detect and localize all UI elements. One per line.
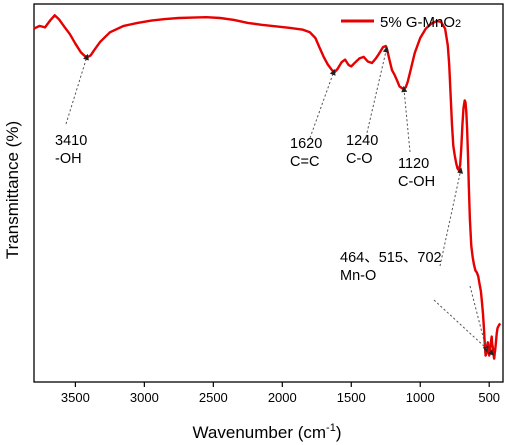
legend: 5% G-MnO2 bbox=[341, 14, 461, 31]
annotation-arrowhead bbox=[329, 69, 336, 76]
annotation-arrowhead bbox=[83, 53, 89, 61]
annotation-leader bbox=[469, 285, 488, 353]
x-tick-label: 2000 bbox=[268, 390, 297, 405]
annotation-arrowhead bbox=[401, 86, 408, 93]
x-axis-title: Wavenumber (cm-1) bbox=[193, 422, 342, 442]
annotations-layer: 3410 -OH 1620 C=C 1240 C-O 1120 C-OH 464、515、702… bbox=[55, 46, 495, 356]
x-ticks: 3500 3000 2500 2000 1500 1000 500 bbox=[61, 382, 500, 405]
annotation-label: 464、515、702 bbox=[340, 250, 442, 266]
x-tick-label: 3500 bbox=[61, 390, 90, 405]
plot-border bbox=[33, 3, 504, 383]
annotation-label: Mn-O bbox=[340, 268, 376, 284]
legend-label: 5% G-MnO2 bbox=[380, 14, 461, 31]
annotation-leader bbox=[309, 68, 336, 139]
x-axis-title-suffix: ) bbox=[336, 423, 342, 442]
annotation-leader bbox=[65, 53, 89, 125]
annotation-leader bbox=[403, 86, 411, 153]
annotation-leader bbox=[433, 299, 495, 356]
annotation-label: C=C bbox=[290, 154, 319, 170]
x-tick-label: 1500 bbox=[337, 390, 366, 405]
x-tick-label: 500 bbox=[478, 390, 500, 405]
annotation-leader bbox=[365, 46, 388, 138]
x-axis-title-main: Wavenumber (cm bbox=[193, 423, 327, 442]
annotation-label: C-OH bbox=[398, 174, 435, 190]
annotation-label: 1240 bbox=[346, 133, 378, 149]
annotation-label: C-O bbox=[346, 151, 373, 167]
annotation-label: -OH bbox=[55, 151, 82, 167]
series-line bbox=[33, 14, 502, 360]
x-tick-label: 3000 bbox=[130, 390, 159, 405]
annotation-label: 1620 bbox=[290, 136, 322, 152]
x-axis-title-superscript: -1 bbox=[326, 422, 336, 434]
y-axis-title: Transmittance (%) bbox=[3, 121, 22, 259]
annotation-arrowhead bbox=[382, 46, 389, 53]
annotation-arrowhead bbox=[482, 345, 489, 353]
annotation-leader bbox=[439, 167, 462, 267]
annotation-label: 1120 bbox=[398, 156, 429, 172]
x-tick-label: 1000 bbox=[406, 390, 435, 405]
annotation-arrowhead bbox=[457, 167, 464, 174]
series-layer bbox=[33, 14, 502, 360]
annotation-label: 3410 bbox=[55, 133, 87, 149]
x-tick-label: 2500 bbox=[199, 390, 228, 405]
plot-frame bbox=[33, 3, 504, 383]
annotation-arrowhead bbox=[487, 349, 495, 356]
